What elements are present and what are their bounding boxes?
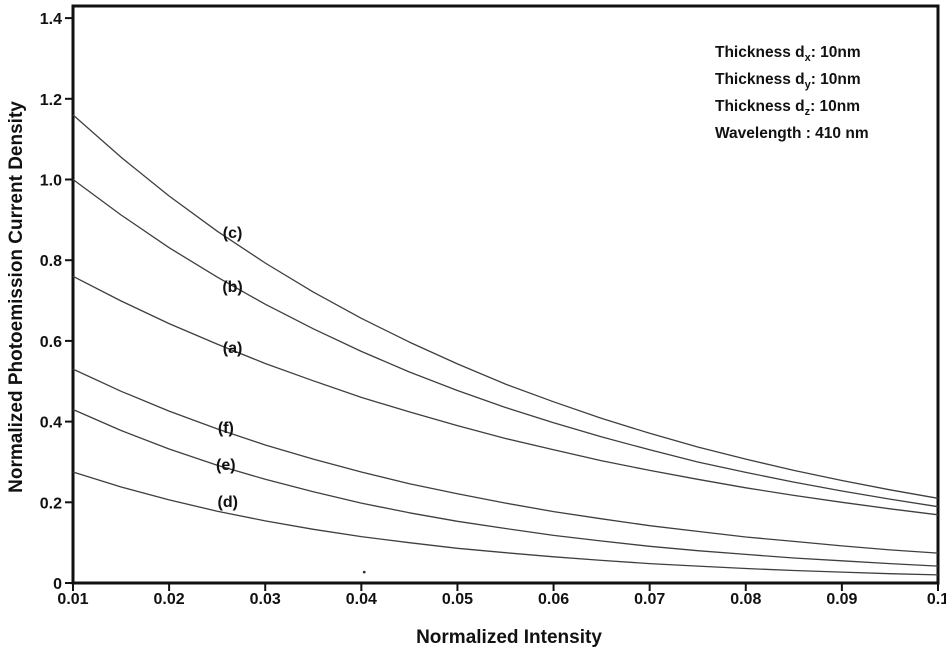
annotation-text: Thickness d [715,98,805,115]
y-tick-label: 0.2 [40,495,62,512]
stray-dot [362,570,366,574]
annotation-text: : 10nm [810,44,861,61]
annotation-line-thickness-z: Thickness dz: 10nm [715,96,869,123]
annotation-text: Thickness d [715,44,805,61]
annotation-text: : 10nm [810,98,861,115]
curve-e [72,408,939,567]
annotation-text: Wavelength : 410 [715,125,842,142]
annotation-line-wavelength: Wavelength : 410 nm [715,123,869,150]
curve-d [72,471,939,576]
curve-label-c: (c) [223,225,243,242]
curve-label-d: (d) [218,494,238,511]
curve-c [72,114,939,499]
x-tick-label: 0.08 [730,591,761,608]
parameter-annotation: Thickness dx: 10nm Thickness dy: 10nm Th… [715,42,869,150]
curve-label-e: (e) [216,457,236,474]
y-tick-label: 1.4 [40,11,62,28]
curve-f [72,368,939,554]
y-tick-label: 1.0 [40,173,62,190]
annotation-subscript: y [804,79,811,91]
x-tick-label: 0.02 [154,591,185,608]
x-tick-label: 0.09 [826,591,857,608]
curve-label-b: (b) [222,279,242,296]
curve-a [72,275,939,516]
curve-b [72,178,939,508]
annotation-line-thickness-y: Thickness dy: 10nm [715,69,869,96]
y-tick-label: 0.6 [40,334,62,351]
x-tick-label: 0.05 [442,591,473,608]
x-tick-label: 0.04 [346,591,377,608]
y-tick-label: 1.2 [40,92,62,109]
x-axis-title: Normalized Intensity [416,627,602,648]
annotation-text: : 10nm [810,71,861,88]
annotation-subscript: x [804,52,811,64]
x-tick-label: 0.1 [927,591,946,608]
curve-label-a: (a) [223,340,243,357]
x-tick-label: 0.07 [634,591,665,608]
x-tick-label: 0.03 [250,591,281,608]
y-tick-label: 0.4 [40,415,62,432]
annotation-text: Thickness d [715,71,805,88]
curve-label-f: (f) [218,420,234,437]
y-tick-label: 0.8 [40,253,62,270]
annotation-line-thickness-x: Thickness dx: 10nm [715,42,869,69]
y-axis-title: Normalized Photoemission Current Density [6,101,27,493]
y-tick-label: 0 [53,576,62,593]
annotation-text: nm [841,125,869,142]
plot-frame [71,4,940,585]
x-tick-label: 0.01 [57,591,88,608]
annotation-subscript: z [804,106,811,118]
x-tick-label: 0.06 [538,591,569,608]
